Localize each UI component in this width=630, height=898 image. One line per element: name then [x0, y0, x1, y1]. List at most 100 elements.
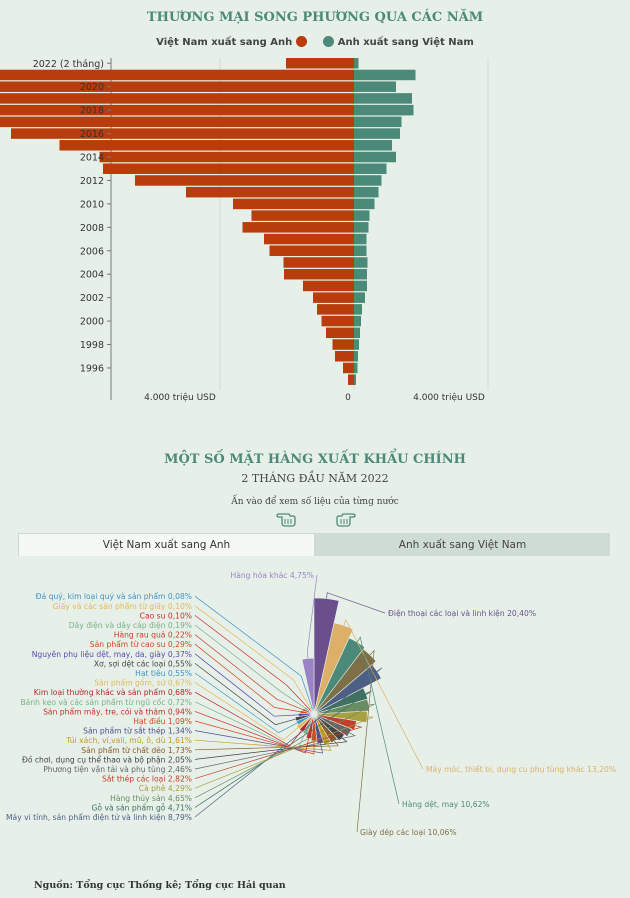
slice-label: Sản phẩm từ chất dẻo 1,73% [81, 746, 192, 755]
bar-vn-to-uk[interactable] [283, 257, 355, 268]
bar-uk-to-vn[interactable] [354, 210, 370, 221]
slice-label: Đồ chơi, dụng cụ thể thao và bộ phận 2,0… [22, 755, 192, 764]
bar-uk-to-vn[interactable] [354, 327, 360, 339]
leader-line [194, 732, 356, 770]
bar-vn-to-uk[interactable] [321, 315, 355, 327]
bar-uk-to-vn[interactable] [354, 93, 412, 104]
y-tick-label: 2002 [80, 293, 104, 304]
slice-label: Nguyên phụ liệu dệt, may, da, giày 0,37% [32, 650, 192, 659]
leader-line [194, 703, 375, 799]
tab-vn-to-uk[interactable]: Việt Nam xuất sang Anh [18, 533, 315, 556]
y-tick-label: 2004 [80, 270, 104, 281]
exports-chart-title: MỘT SỐ MẶT HÀNG XUẤT KHẨU CHÍNH [164, 452, 466, 467]
y-tick-label: 2006 [80, 246, 104, 257]
bar-uk-to-vn[interactable] [354, 304, 362, 315]
bar-vn-to-uk[interactable] [0, 81, 354, 92]
slice-label: Sản phẩm mây, tre, cói và thảm 0,94% [43, 707, 192, 716]
leader-line [194, 663, 296, 726]
pie-slice[interactable] [313, 710, 368, 723]
bar-vn-to-uk[interactable] [0, 93, 354, 104]
bar-vn-to-uk[interactable] [233, 198, 354, 210]
bar-vn-to-uk[interactable] [135, 175, 354, 186]
bar-uk-to-vn[interactable] [354, 280, 367, 292]
bar-vn-to-uk[interactable] [0, 104, 354, 116]
slice-label: Sản phẩm từ cao su 0,29% [90, 640, 192, 649]
pie-slice[interactable] [313, 713, 338, 744]
leader-line [194, 739, 332, 751]
bar-vn-to-uk[interactable] [326, 327, 354, 339]
tab-uk-to-vn[interactable]: Anh xuất sang Việt Nam [315, 533, 610, 556]
bar-uk-to-vn[interactable] [354, 175, 382, 186]
bar-vn-to-uk[interactable] [0, 69, 354, 81]
bar-vn-to-uk[interactable] [242, 222, 355, 233]
bar-vn-to-uk[interactable] [284, 268, 354, 280]
y-tick-label: 1998 [80, 340, 104, 351]
bar-uk-to-vn[interactable] [354, 257, 368, 268]
bar-vn-to-uk[interactable] [332, 339, 355, 350]
leader-line [194, 595, 312, 707]
bar-uk-to-vn[interactable] [354, 222, 369, 233]
pie-slice[interactable] [313, 713, 345, 742]
y-tick-label: 2016 [80, 129, 104, 140]
pie-slice[interactable] [296, 713, 315, 730]
bar-uk-to-vn[interactable] [354, 116, 402, 128]
leader-line [194, 643, 301, 713]
bar-vn-to-uk[interactable] [335, 351, 354, 362]
slice-label: Gỗ và sản phẩm gỗ 4,71% [92, 803, 192, 812]
bar-uk-to-vn[interactable] [354, 351, 358, 362]
bar-vn-to-uk[interactable] [11, 128, 354, 139]
trade-legend: Việt Nam xuất sang Anh Anh xuất sang Việ… [0, 36, 630, 48]
pie-slice[interactable] [301, 657, 315, 715]
y-tick-label: 2008 [80, 223, 104, 234]
slice-label: Hạt tiêu 0,55% [135, 669, 192, 678]
leader-line [194, 682, 299, 741]
bar-vn-to-uk[interactable] [313, 292, 354, 303]
bar-uk-to-vn[interactable] [354, 128, 400, 139]
bar-uk-to-vn[interactable] [354, 233, 367, 245]
bar-vn-to-uk[interactable] [348, 374, 354, 385]
bar-vn-to-uk[interactable] [343, 362, 354, 374]
bar-uk-to-vn[interactable] [354, 140, 392, 151]
slice-label: Dây điện và dây cáp điện 0,19% [69, 621, 192, 630]
legend-swatch-uk-to-vn [322, 36, 334, 47]
bar-vn-to-uk[interactable] [269, 245, 355, 257]
bar-vn-to-uk[interactable] [99, 151, 355, 163]
bar-uk-to-vn[interactable] [354, 58, 359, 69]
bar-uk-to-vn[interactable] [354, 163, 387, 174]
slice-label: Hạt điều 1,09% [133, 717, 192, 726]
bar-vn-to-uk[interactable] [303, 280, 354, 292]
leader-line [356, 636, 400, 805]
bar-uk-to-vn[interactable] [354, 151, 396, 163]
bar-uk-to-vn[interactable] [354, 104, 414, 116]
bar-uk-to-vn[interactable] [354, 374, 356, 385]
bar-uk-to-vn[interactable] [354, 315, 361, 327]
x-tick-label: 4.000 triệu USD [144, 392, 216, 403]
bar-vn-to-uk[interactable] [186, 186, 354, 198]
bar-vn-to-uk[interactable] [0, 116, 354, 128]
slice-label: Giấy và các sản phẩm từ giấy 0,10% [53, 602, 192, 611]
pie-slice[interactable] [313, 622, 354, 715]
bar-vn-to-uk[interactable] [286, 58, 354, 69]
bar-uk-to-vn[interactable] [354, 198, 375, 210]
bar-vn-to-uk[interactable] [59, 140, 355, 151]
bar-vn-to-uk[interactable] [264, 233, 354, 245]
slice-label: Xơ, sợi dệt các loại 0,55% [94, 659, 192, 668]
bar-vn-to-uk[interactable] [317, 304, 354, 315]
bar-uk-to-vn[interactable] [354, 69, 416, 81]
bar-uk-to-vn[interactable] [354, 362, 358, 374]
bar-uk-to-vn[interactable] [354, 81, 396, 92]
bar-uk-to-vn[interactable] [354, 292, 365, 303]
bar-uk-to-vn[interactable] [354, 339, 359, 350]
pie-slice[interactable] [313, 664, 382, 715]
leader-line [194, 605, 311, 708]
bar-vn-to-uk[interactable] [251, 210, 355, 221]
source-note: Nguồn: Tổng cục Thống kê; Tổng cục Hải q… [34, 880, 286, 891]
y-tick-label: 2020 [80, 82, 104, 93]
slice-label: Sản phẩm gốm, sứ 0,67% [94, 679, 192, 688]
pie-slice[interactable] [294, 713, 315, 722]
bar-vn-to-uk[interactable] [103, 163, 354, 174]
bar-uk-to-vn[interactable] [354, 245, 367, 257]
leader-line [194, 740, 339, 751]
bar-uk-to-vn[interactable] [354, 268, 367, 280]
bar-uk-to-vn[interactable] [354, 186, 379, 198]
